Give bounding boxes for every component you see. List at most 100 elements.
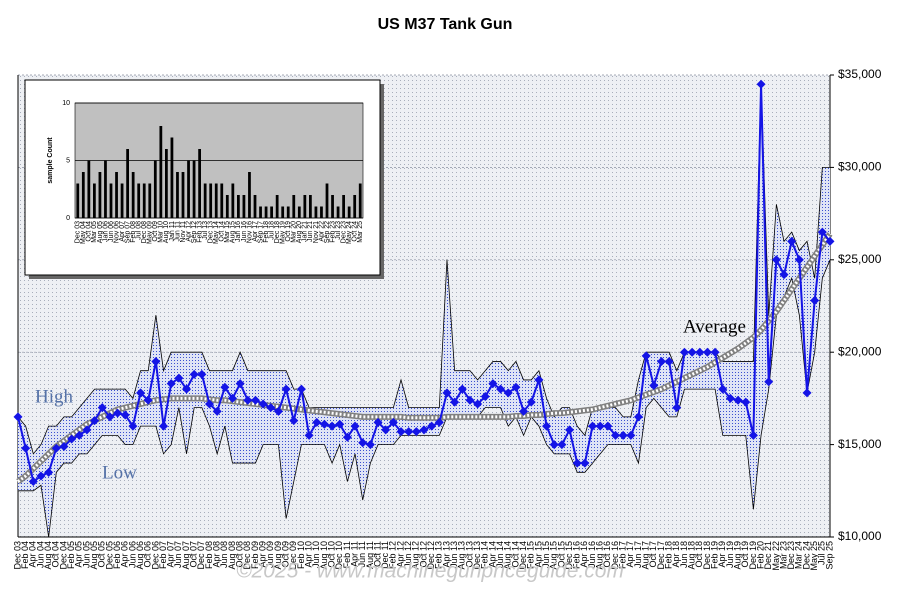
x-tick-label: Oct 16 <box>602 541 612 568</box>
x-tick-label: Feb 07 <box>158 541 168 569</box>
inset-x-tick-label: Jun 21 <box>307 221 314 242</box>
price-marker <box>289 416 299 426</box>
x-tick-label: Jun 07 <box>173 541 183 568</box>
inset-x-tick-label: Apr 22 <box>318 221 325 242</box>
price-marker <box>702 347 712 357</box>
price-marker <box>113 408 123 418</box>
x-tick-label: Aug 04 <box>43 541 53 570</box>
price-marker <box>687 347 697 357</box>
inset-bar <box>314 206 318 218</box>
price-marker <box>503 388 513 398</box>
x-tick-label: Jun 12 <box>403 541 413 568</box>
x-tick-label: Feb 08 <box>204 541 214 569</box>
inset-bar <box>81 172 85 218</box>
inset-bar <box>181 172 185 218</box>
price-marker <box>473 399 483 409</box>
inset-bar <box>137 183 141 218</box>
inset-x-tick-label: Mar 15 <box>224 221 231 243</box>
inset-x-tick-label: Mar 20 <box>291 221 298 243</box>
price-marker <box>427 421 437 431</box>
x-tick-label: Feb 13 <box>434 541 444 569</box>
x-tick-label: May 25 <box>809 541 819 571</box>
price-marker <box>434 417 444 427</box>
inset-x-tick-label: Feb 18 <box>263 221 270 243</box>
price-marker <box>572 458 582 468</box>
inset-bar <box>165 149 168 218</box>
inset-bar <box>109 183 113 218</box>
x-tick-label: Apr 19 <box>717 541 727 568</box>
x-tick-label: Oct 13 <box>464 541 474 568</box>
x-tick-label: Dec 12 <box>426 541 436 570</box>
price-marker <box>381 425 391 435</box>
price-marker <box>296 384 306 394</box>
series-label: Average <box>683 316 746 337</box>
inset-x-tick-label: Jul 13 <box>202 221 209 240</box>
inset-bar <box>126 149 129 218</box>
inset-x-tick-label: Jul 23 <box>335 221 342 240</box>
x-tick-label: Aug 16 <box>595 541 605 570</box>
price-marker <box>258 399 268 409</box>
x-tick-label: Apr 18 <box>671 541 681 568</box>
price-marker <box>511 382 521 392</box>
price-marker <box>649 380 659 390</box>
inset-y-tick-label: 5 <box>66 157 70 164</box>
price-marker <box>36 471 46 481</box>
inset-bar <box>220 183 224 218</box>
inset-bar <box>176 172 179 218</box>
x-tick-label: Dec 19 <box>748 541 758 570</box>
inset-bar <box>292 195 296 218</box>
price-marker <box>105 412 115 422</box>
inset-bar <box>153 160 157 218</box>
price-marker <box>358 438 368 448</box>
x-tick-label: Jun 18 <box>679 541 689 568</box>
price-marker <box>166 379 176 389</box>
price-marker <box>557 440 567 450</box>
price-marker <box>312 417 322 427</box>
x-tick-label: Dec 06 <box>150 541 160 570</box>
price-marker <box>595 421 605 431</box>
inset-bar <box>142 183 146 218</box>
price-marker <box>327 421 337 431</box>
x-tick-label: Oct 15 <box>556 541 566 568</box>
inset-x-tick-label: Jun 06 <box>108 221 115 242</box>
inset-bar <box>231 183 235 218</box>
x-tick-label: Feb 19 <box>709 541 719 569</box>
x-tick-label: Oct 08 <box>235 541 245 568</box>
inset-bar <box>170 137 174 218</box>
inset-x-tick-label: Jun 16 <box>241 221 248 242</box>
inset-x-tick-label: Oct 09 <box>152 221 159 242</box>
inset-bar <box>242 195 246 218</box>
price-marker <box>365 440 375 450</box>
price-marker <box>641 351 651 361</box>
x-tick-label: Apr 06 <box>120 541 130 568</box>
price-marker <box>457 384 467 394</box>
inset-bar <box>281 206 285 218</box>
x-tick-label: Dec 21 <box>763 541 773 570</box>
inset-x-tick-label: Feb 23 <box>329 221 336 243</box>
price-marker <box>725 393 735 403</box>
price-marker <box>817 227 827 237</box>
inset-bar <box>336 206 340 218</box>
x-tick-label: Dec 16 <box>610 541 620 570</box>
price-marker <box>197 369 207 379</box>
x-tick-label: Jun 08 <box>219 541 229 568</box>
inset-x-tick-label: Sep 22 <box>324 221 331 243</box>
x-tick-label: Sep 25 <box>824 541 834 570</box>
inset-x-tick-label: Jun 11 <box>174 221 181 242</box>
x-tick-label: Dec 08 <box>242 541 252 570</box>
x-tick-label: Apr 04 <box>28 541 38 568</box>
inset-bar <box>347 206 351 218</box>
price-marker <box>143 395 153 405</box>
inset-x-tick-label: Oct 04 <box>86 221 93 242</box>
x-tick-label: Apr 12 <box>395 541 405 568</box>
price-marker <box>588 421 598 431</box>
inset-x-tick-label: Feb 08 <box>130 221 137 243</box>
x-tick-label: Aug 13 <box>457 541 467 570</box>
x-tick-label: Feb 15 <box>526 541 536 569</box>
x-tick-label: Dec 18 <box>702 541 712 570</box>
price-marker <box>388 417 398 427</box>
x-tick-label: Dec 15 <box>564 541 574 570</box>
inset-x-tick-label: Dec 03 <box>75 221 82 243</box>
x-tick-label: Apr 09 <box>258 541 268 568</box>
inset-bar <box>159 126 163 218</box>
